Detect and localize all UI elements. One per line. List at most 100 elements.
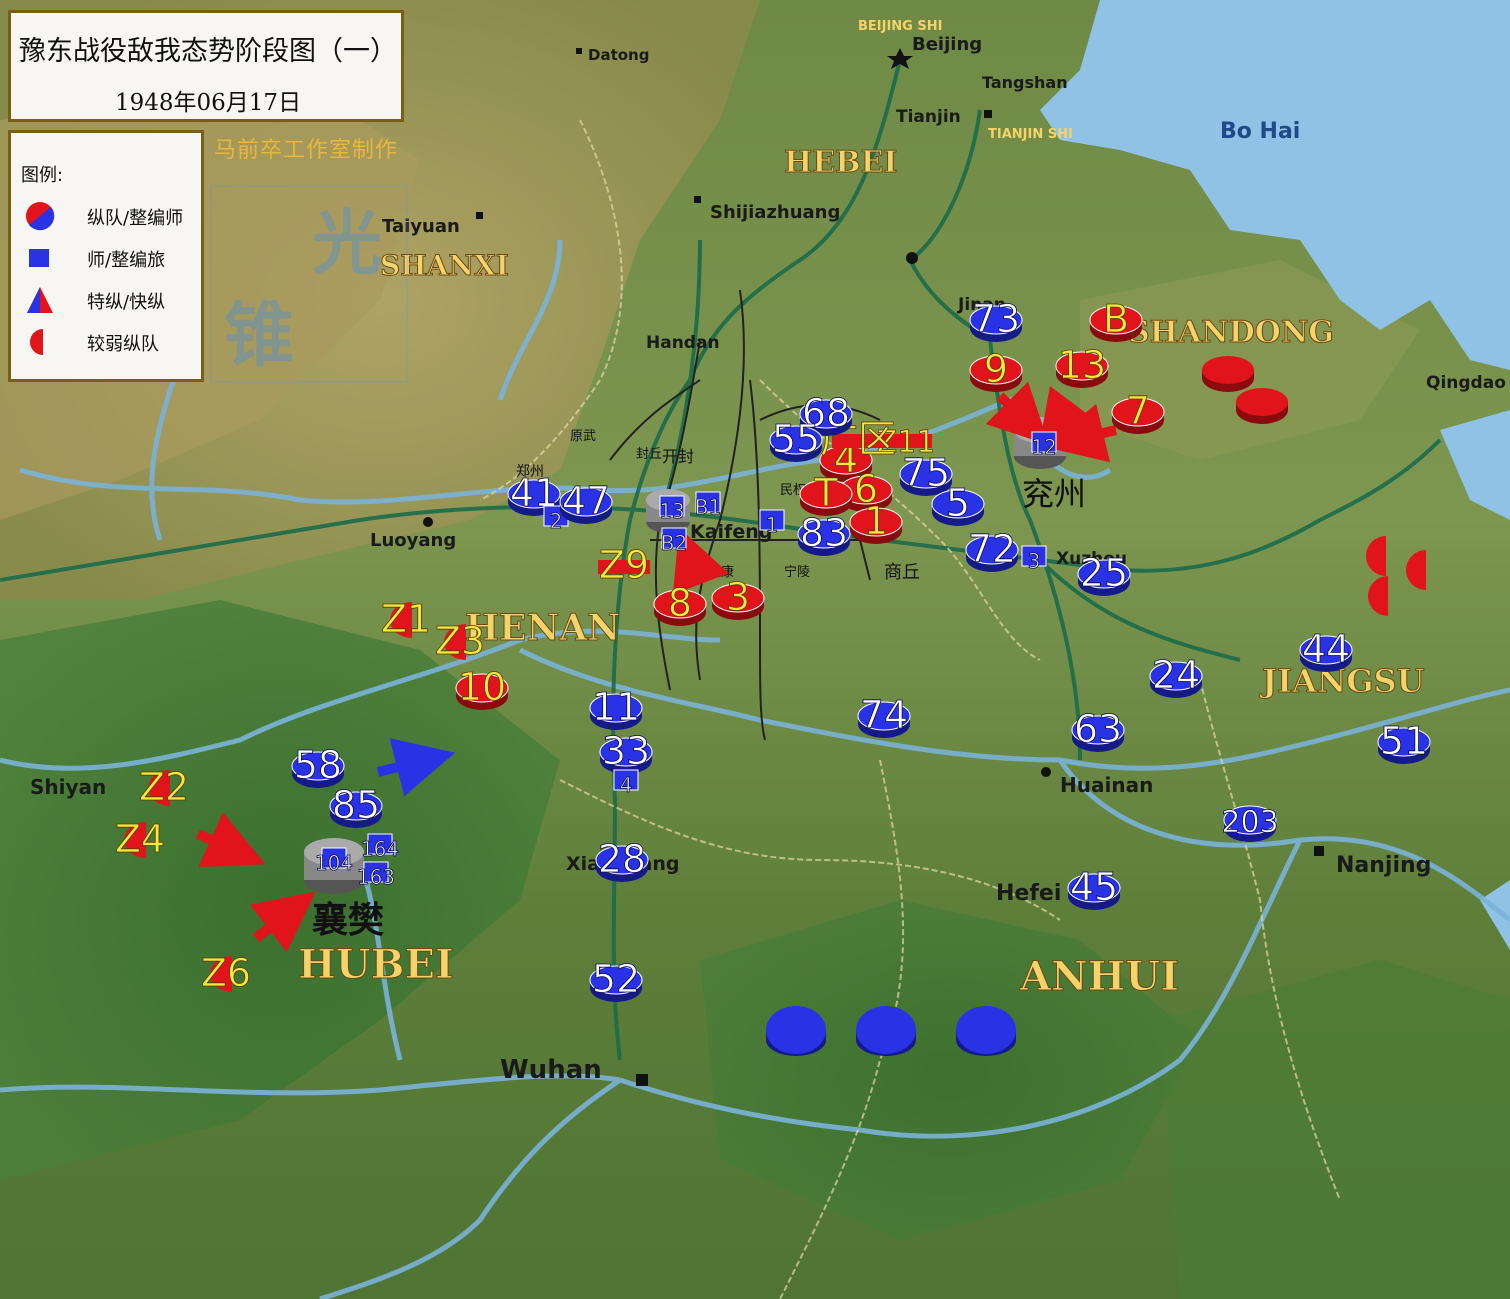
red-unit-label: Z9 (599, 543, 649, 587)
blue-unit-label: 203 (1221, 805, 1278, 840)
red-unlabeled-unit-4 (1368, 576, 1388, 616)
blue-unit-2: 68 (799, 391, 853, 436)
city-luoyang: Luoyang (370, 530, 456, 551)
red-unit-label: T (813, 471, 838, 515)
blue-unit-label: 33 (602, 729, 650, 773)
red-arrow-yanzhou-2 (1038, 386, 1098, 452)
red-unit-6: 1 (849, 499, 903, 544)
blue-unit-label: 2 (550, 509, 563, 533)
blue-unit-label: 45 (1070, 865, 1118, 909)
blue-unit-24: 163 (357, 861, 395, 889)
title-panel: 豫东战役敌我态势阶段图（一） 1948年06月17日 (8, 10, 404, 122)
red-unit-label: Z11 (877, 425, 936, 460)
blue-unit-label: 25 (1080, 551, 1128, 595)
city-marker-luoyang (423, 517, 433, 527)
blue-unit-label: 72 (968, 527, 1016, 571)
blue-unit-16: 1 (759, 509, 785, 537)
red-unit-0: B (1089, 297, 1143, 342)
map-title: 豫东战役敌我态势阶段图（一） (19, 36, 397, 67)
blue-unit-label: 164 (361, 837, 399, 861)
blue-unit-18: 33 (599, 729, 653, 774)
region-tianjin-shi: TIANJIN SHI (988, 127, 1073, 142)
red-unit-label: Z4 (115, 817, 165, 861)
city-marker-shijiazhuang (694, 196, 701, 203)
legend-item-weak: 较弱纵队 (19, 325, 209, 359)
red-unit-8: Z11 (876, 425, 936, 461)
city-marker-huainan (1041, 767, 1051, 777)
legend-item-column: 纵队/整编师 (19, 199, 209, 233)
blue-unit-26: 52 (589, 957, 643, 1002)
blue-unit-32: 203 (1221, 805, 1279, 842)
red-arrow-yanzhou-3 (1044, 403, 1118, 463)
sea-label-bohai: Bo Hai (1220, 119, 1300, 144)
blue-reserve-disc-0 (766, 1006, 826, 1056)
blue-unit-label: 75 (902, 451, 950, 495)
blue-unit-13: 13 (659, 495, 685, 523)
blue-unit-label: 5 (946, 481, 970, 525)
city-shiyan: Shiyan (30, 775, 106, 799)
legend-label-special: 特纵/快纵 (87, 292, 166, 313)
legend-label-weak: 较弱纵队 (87, 334, 159, 355)
red-unit-14: Z3 (434, 619, 485, 664)
region-shanxi: SHANXI (380, 249, 509, 282)
red-unit-1: 9 (969, 347, 1023, 392)
blue-unit-8: 3 (1021, 545, 1047, 573)
blue-unit-14: B1 (694, 491, 722, 519)
red-unit-label: 3 (726, 575, 750, 619)
red-unit-label: 13 (1058, 343, 1106, 387)
city-nanjing: Nanjing (1336, 853, 1431, 878)
watermark-char-2: 锥 (224, 294, 294, 376)
region-hubei: HUBEI (298, 941, 454, 988)
red-unit-label: 8 (668, 581, 692, 625)
place-yuanwu: 原武 (570, 429, 596, 444)
red-unit-label: Z2 (139, 765, 189, 809)
city-beijing: Beijing (912, 34, 982, 55)
red-unit-label: Z3 (435, 619, 485, 663)
studio-credit: 马前卒工作室制作 (214, 138, 399, 163)
blue-unit-label: 58 (294, 743, 342, 787)
blue-unit-21: 85 (329, 783, 383, 828)
blue-unit-label: 63 (1074, 707, 1122, 751)
city-qingdao: Qingdao (1426, 373, 1506, 393)
city-marker-nanjing (1314, 846, 1324, 856)
blue-unit-label: B2 (661, 531, 687, 555)
red-arrow-xiangfan-2 (249, 891, 316, 953)
legend-label-division: 师/整编旅 (87, 250, 166, 271)
blue-unit-33: 45 (1067, 865, 1121, 910)
city-marker-taiyuan (476, 212, 483, 219)
red-unit-label: 9 (984, 347, 1008, 391)
blue-unit-19: 4 (613, 769, 639, 797)
legend-item-division: 师/整编旅 (19, 241, 209, 275)
fort-xiangfan (304, 838, 364, 894)
blue-unit-22: 104 (315, 847, 353, 875)
red-unit-16: Z2 (138, 765, 189, 810)
watermark-char-1: 光 (312, 202, 382, 284)
red-unit-label: Z1 (381, 597, 431, 641)
blue-unit-0: 73 (969, 297, 1023, 342)
blue-unit-31: 51 (1377, 719, 1431, 764)
city-datong: Datong (588, 46, 649, 64)
blue-unit-27: 74 (857, 693, 911, 738)
red-unit-11: 8 (653, 581, 707, 626)
blue-unit-12: 47 (559, 479, 613, 524)
blue-unit-17: 11 (589, 685, 643, 730)
blue-unit-label: 85 (332, 783, 380, 827)
red-unit-label: 7 (1126, 389, 1150, 433)
city-huainan: Huainan (1060, 773, 1153, 797)
blue-unit-label: 68 (802, 391, 850, 435)
city-handan: Handan (646, 333, 720, 353)
blue-unit-20: 58 (291, 743, 345, 788)
red-unlabeled-unit-3 (1406, 550, 1426, 590)
attack-arrows (195, 381, 1118, 953)
region-anhui: ANHUI (1019, 953, 1179, 1000)
red-unit-label: 10 (458, 665, 506, 709)
blue-reserve-disc-2 (956, 1006, 1016, 1056)
blue-unit-label: 104 (315, 851, 353, 875)
red-unit-2: 13 (1055, 343, 1109, 388)
blue-unit-label: 1 (766, 513, 779, 537)
red-unit-3: 7 (1111, 389, 1165, 434)
city-shijiazhuang: Shijiazhuang (710, 202, 840, 223)
region-beijing-shi: BEIJING SHI (858, 19, 942, 34)
red-unit-label: B (1103, 297, 1129, 341)
